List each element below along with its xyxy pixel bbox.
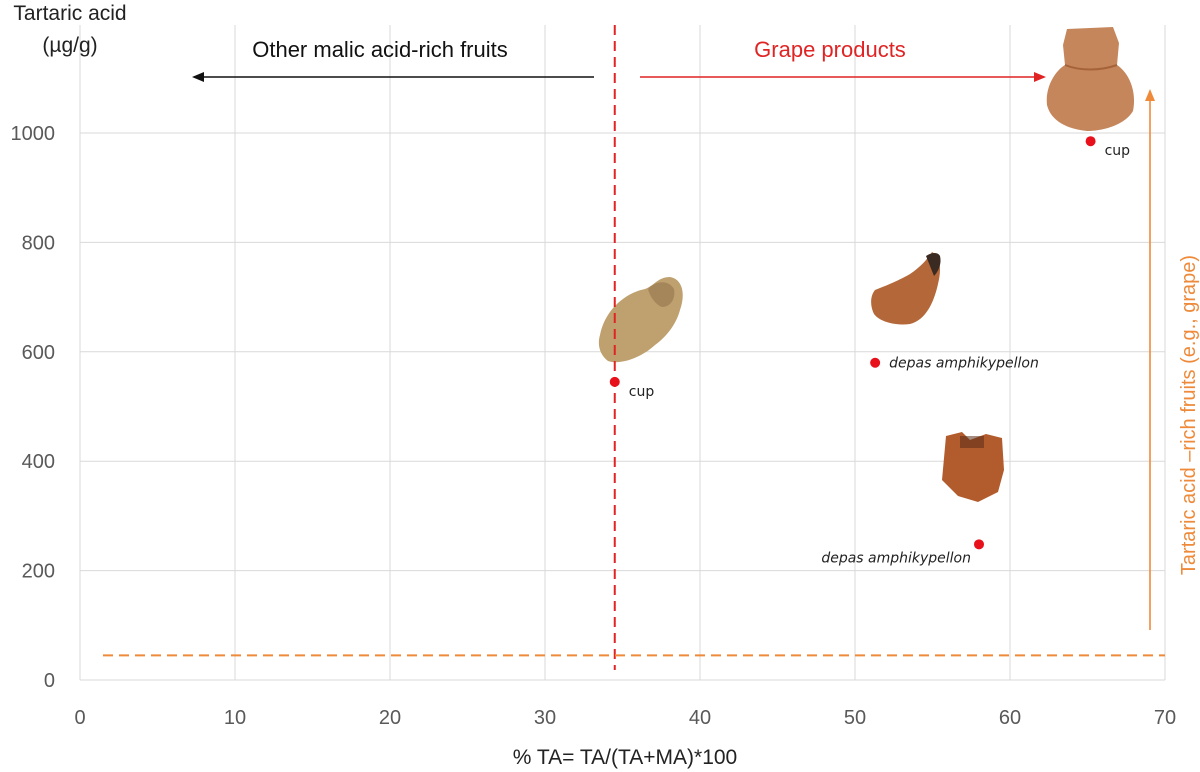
point-label: depas amphikypellon xyxy=(821,550,971,566)
x-tick-label: 40 xyxy=(689,707,711,729)
x-tick-label: 30 xyxy=(534,707,556,729)
x-tick-label: 20 xyxy=(379,707,401,729)
depas-fragment-image-2 xyxy=(942,432,1004,502)
grape-products-label: Grape products xyxy=(754,37,906,62)
x-tick-label: 0 xyxy=(74,707,85,729)
data-point xyxy=(609,376,620,387)
y-tick-label: 800 xyxy=(22,232,55,254)
y-tick-label: 600 xyxy=(22,342,55,364)
other-fruits-label: Other malic acid-rich fruits xyxy=(252,37,508,62)
data-point xyxy=(1085,136,1096,147)
y-axis-title-line2: (µg/g) xyxy=(42,34,97,57)
data-point xyxy=(870,357,881,368)
depas-fragment-image-1 xyxy=(871,252,941,325)
cup-fragment-image-2 xyxy=(1046,27,1135,131)
x-tick-label: 70 xyxy=(1154,707,1176,729)
x-tick-label: 50 xyxy=(844,707,866,729)
point-label: depas amphikypellon xyxy=(889,356,1039,372)
axis-ticks: 0 10 20 30 40 50 60 70 0 200 400 600 800 1000 xyxy=(11,123,1177,729)
x-axis-title: % TA= TA/(TA+MA)*100 xyxy=(513,746,737,769)
point-label: cup xyxy=(629,384,655,400)
y-tick-label: 200 xyxy=(22,561,55,583)
point-label: cup xyxy=(1105,143,1131,159)
grid xyxy=(79,25,1166,681)
x-tick-label: 60 xyxy=(999,707,1021,729)
y-tick-label: 1000 xyxy=(11,123,56,145)
data-point xyxy=(974,539,984,550)
x-tick-label: 10 xyxy=(224,707,246,729)
y-tick-label: 400 xyxy=(22,451,55,473)
data-points: cup depas amphikypellon depas amphikypello… xyxy=(609,136,1131,566)
tartaric-rich-label: Tartaric acid –rich fruits (e.g., grape) xyxy=(1178,255,1200,575)
y-axis-title-line1: Tartaric acid xyxy=(13,2,126,25)
y-tick-label: 0 xyxy=(44,670,55,692)
cup-fragment-image-1 xyxy=(598,277,683,363)
